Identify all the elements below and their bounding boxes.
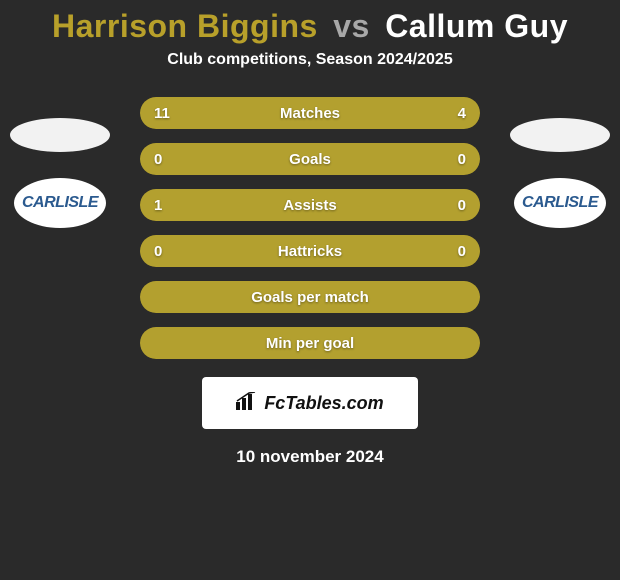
stat-fill-right xyxy=(388,97,480,129)
stat-label: Goals xyxy=(289,151,331,168)
chart-icon xyxy=(236,392,258,415)
stat-row: 0 0 Hattricks xyxy=(140,235,480,267)
subtitle: Club competitions, Season 2024/2025 xyxy=(167,51,452,69)
vs-label: vs xyxy=(327,8,376,44)
stat-fill-left xyxy=(140,97,388,129)
footer-site-text: FcTables.com xyxy=(264,393,383,414)
stat-row: Min per goal xyxy=(140,327,480,359)
footer-site-badge: FcTables.com xyxy=(202,377,418,429)
left-column: CARLISLE xyxy=(10,118,110,228)
date: 10 november 2024 xyxy=(236,447,383,467)
player1-club-name: CARLISLE xyxy=(22,194,98,212)
player2-name: Callum Guy xyxy=(385,8,568,44)
stat-value-right: 4 xyxy=(458,105,466,122)
stat-value-left: 0 xyxy=(154,243,162,260)
stat-value-left: 0 xyxy=(154,151,162,168)
stat-fill-left xyxy=(140,143,310,175)
player1-club-badge: CARLISLE xyxy=(14,178,106,228)
stat-value-left: 11 xyxy=(154,105,170,122)
stat-row: 1 0 Assists xyxy=(140,189,480,221)
stats-rows: 11 4 Matches 0 0 Goals 1 0 Assists 0 0 Hattricks Goa… xyxy=(140,97,480,359)
stat-value-right: 0 xyxy=(458,197,466,214)
stat-row: Goals per match xyxy=(140,281,480,313)
right-column: CARLISLE xyxy=(510,118,610,228)
stat-value-right: 0 xyxy=(458,151,466,168)
player1-name: Harrison Biggins xyxy=(52,8,318,44)
stat-label: Hattricks xyxy=(278,243,342,260)
player2-club-badge: CARLISLE xyxy=(514,178,606,228)
player1-avatar xyxy=(10,118,110,152)
stat-label: Matches xyxy=(280,105,340,122)
stat-row: 11 4 Matches xyxy=(140,97,480,129)
stat-value-right: 0 xyxy=(458,243,466,260)
title: Harrison Biggins vs Callum Guy xyxy=(52,8,568,45)
stat-label: Goals per match xyxy=(251,289,369,306)
stat-row: 0 0 Goals xyxy=(140,143,480,175)
stat-label: Assists xyxy=(283,197,336,214)
stat-fill-right xyxy=(310,143,480,175)
player2-avatar xyxy=(510,118,610,152)
stat-label: Min per goal xyxy=(266,335,354,352)
comparison-card: Harrison Biggins vs Callum Guy Club comp… xyxy=(0,0,620,580)
stat-value-left: 1 xyxy=(154,197,162,214)
player2-club-name: CARLISLE xyxy=(522,194,598,212)
